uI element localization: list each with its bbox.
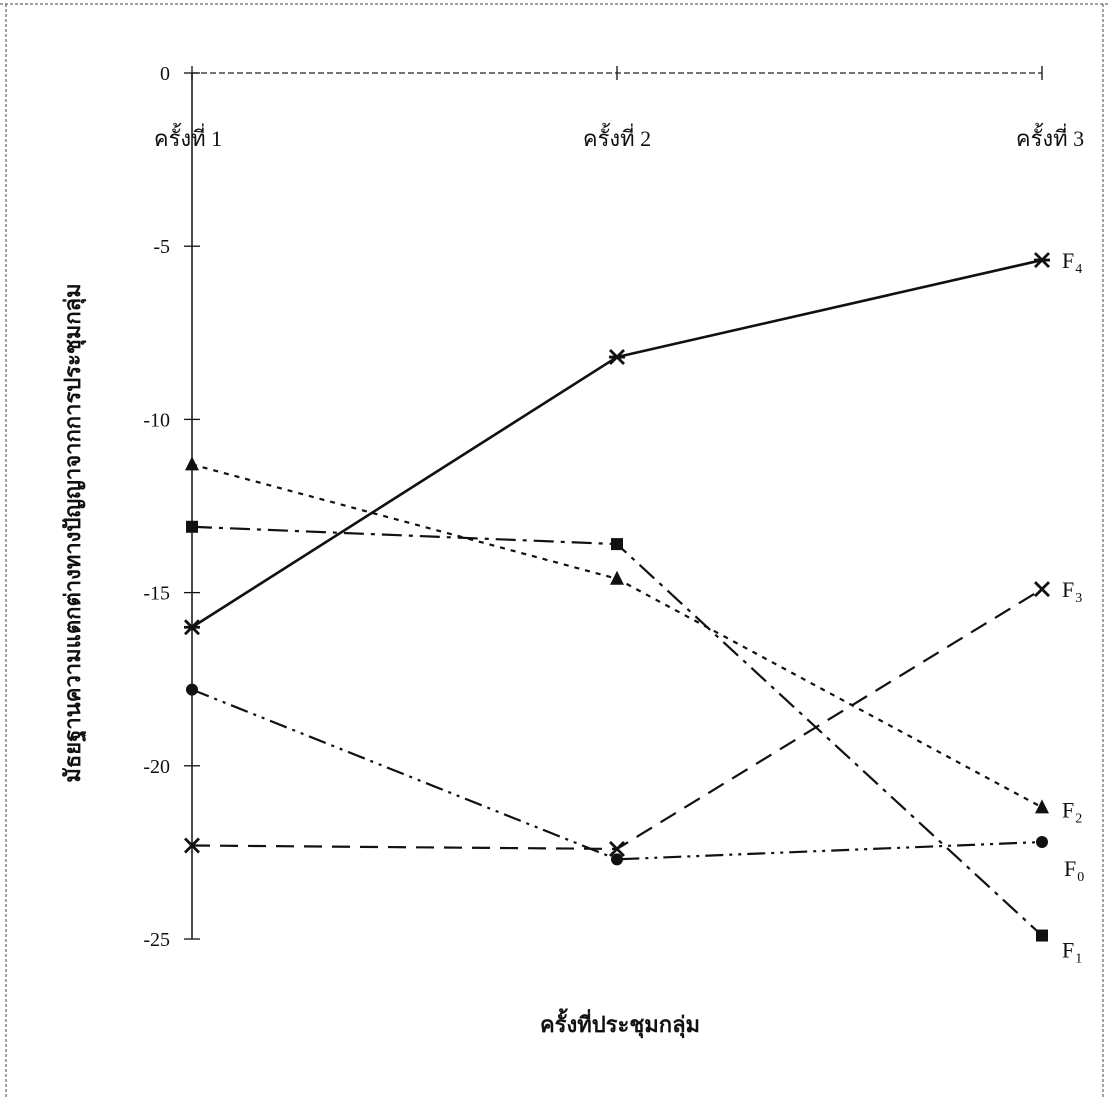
series-label: F1 (1062, 938, 1082, 967)
data-point (609, 840, 625, 857)
data-point (610, 570, 624, 585)
y-tick-label: -5 (153, 236, 170, 258)
data-point (184, 619, 200, 636)
x-axis-title: ครั้งที่ประชุมกลุ่ม (540, 1008, 700, 1039)
series-F4: F4 (184, 248, 1082, 636)
x-tick-label: ครั้งที่ 2 (583, 123, 651, 151)
series-F1: F1 (186, 520, 1082, 967)
y-tick-label: -10 (143, 409, 170, 431)
y-tick-label: 0 (160, 63, 170, 85)
y-tick-label: -15 (143, 583, 170, 605)
series-label: F3 (1062, 577, 1082, 606)
series-line (191, 588, 1043, 851)
series-label: F4 (1062, 248, 1082, 277)
series-F3: F3 (184, 577, 1082, 857)
series-line (191, 463, 1043, 809)
data-point (1034, 581, 1050, 598)
x-tick-label: ครั้งที่ 3 (1016, 123, 1084, 151)
series-line (191, 688, 1043, 861)
data-point (1035, 799, 1049, 814)
series-label: F2 (1062, 797, 1082, 826)
data-point (1034, 252, 1050, 269)
y-axis-title: มัธยฐานความแตกต่างทางปัญญาจากการประชุมกล… (60, 283, 87, 782)
data-point (611, 853, 623, 866)
data-point (186, 683, 198, 696)
data-point (609, 349, 625, 366)
data-point (186, 520, 198, 533)
series-F2: F2 (185, 456, 1082, 826)
y-tick-label: -25 (143, 929, 170, 951)
x-tick-label: ครั้งที่ 1 (154, 123, 222, 151)
series-layer: F4 F3 F2 F0 F1 (184, 248, 1084, 967)
data-point (1036, 836, 1048, 849)
series-F0: F0 (186, 683, 1084, 885)
data-point (184, 837, 200, 854)
axes: ครั้งที่ 1 ครั้งที่ 2 ครั้งที่ 3 0 -5 -10 -15 -… (143, 63, 1084, 951)
data-point (611, 538, 623, 551)
data-point (1036, 929, 1048, 942)
series-line (191, 525, 1043, 937)
y-tick-label: -20 (143, 756, 170, 778)
series-label: F0 (1064, 856, 1084, 885)
data-point (185, 456, 199, 471)
